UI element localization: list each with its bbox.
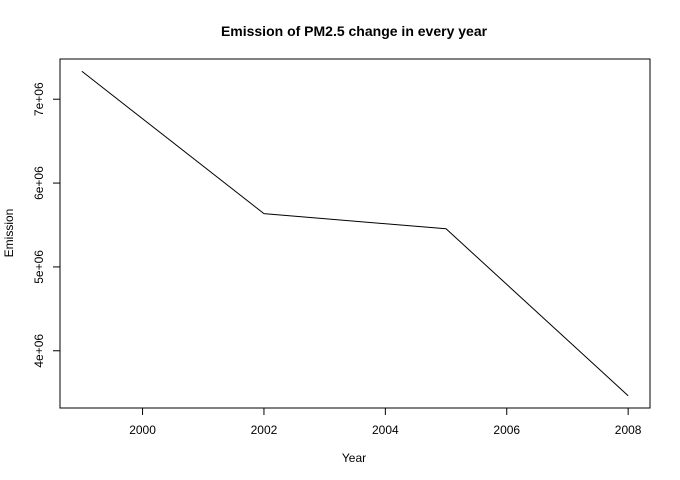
x-tick-label: 2006 [493, 423, 520, 437]
x-tick-label: 2008 [615, 423, 642, 437]
y-tick-label: 4e+06 [32, 334, 46, 368]
series-group [81, 70, 629, 397]
chart-title: Emission of PM2.5 change in every year [221, 23, 488, 39]
x-tick-label: 2004 [372, 423, 399, 437]
y-tick-label: 7e+06 [32, 82, 46, 116]
plot-frame [59, 58, 651, 409]
y-axis: 4e+06 5e+06 6e+06 7e+06 [32, 82, 60, 368]
y-tick-label: 6e+06 [32, 166, 46, 200]
series-line-0 [81, 70, 629, 397]
x-tick-label: 2000 [129, 423, 156, 437]
x-axis-label: Year [342, 451, 366, 465]
y-tick-label: 5e+06 [32, 250, 46, 284]
x-tick-label: 2002 [251, 423, 278, 437]
x-axis: 2000 2002 2004 2006 2008 [129, 408, 642, 437]
y-axis-label: Emission [2, 209, 16, 258]
